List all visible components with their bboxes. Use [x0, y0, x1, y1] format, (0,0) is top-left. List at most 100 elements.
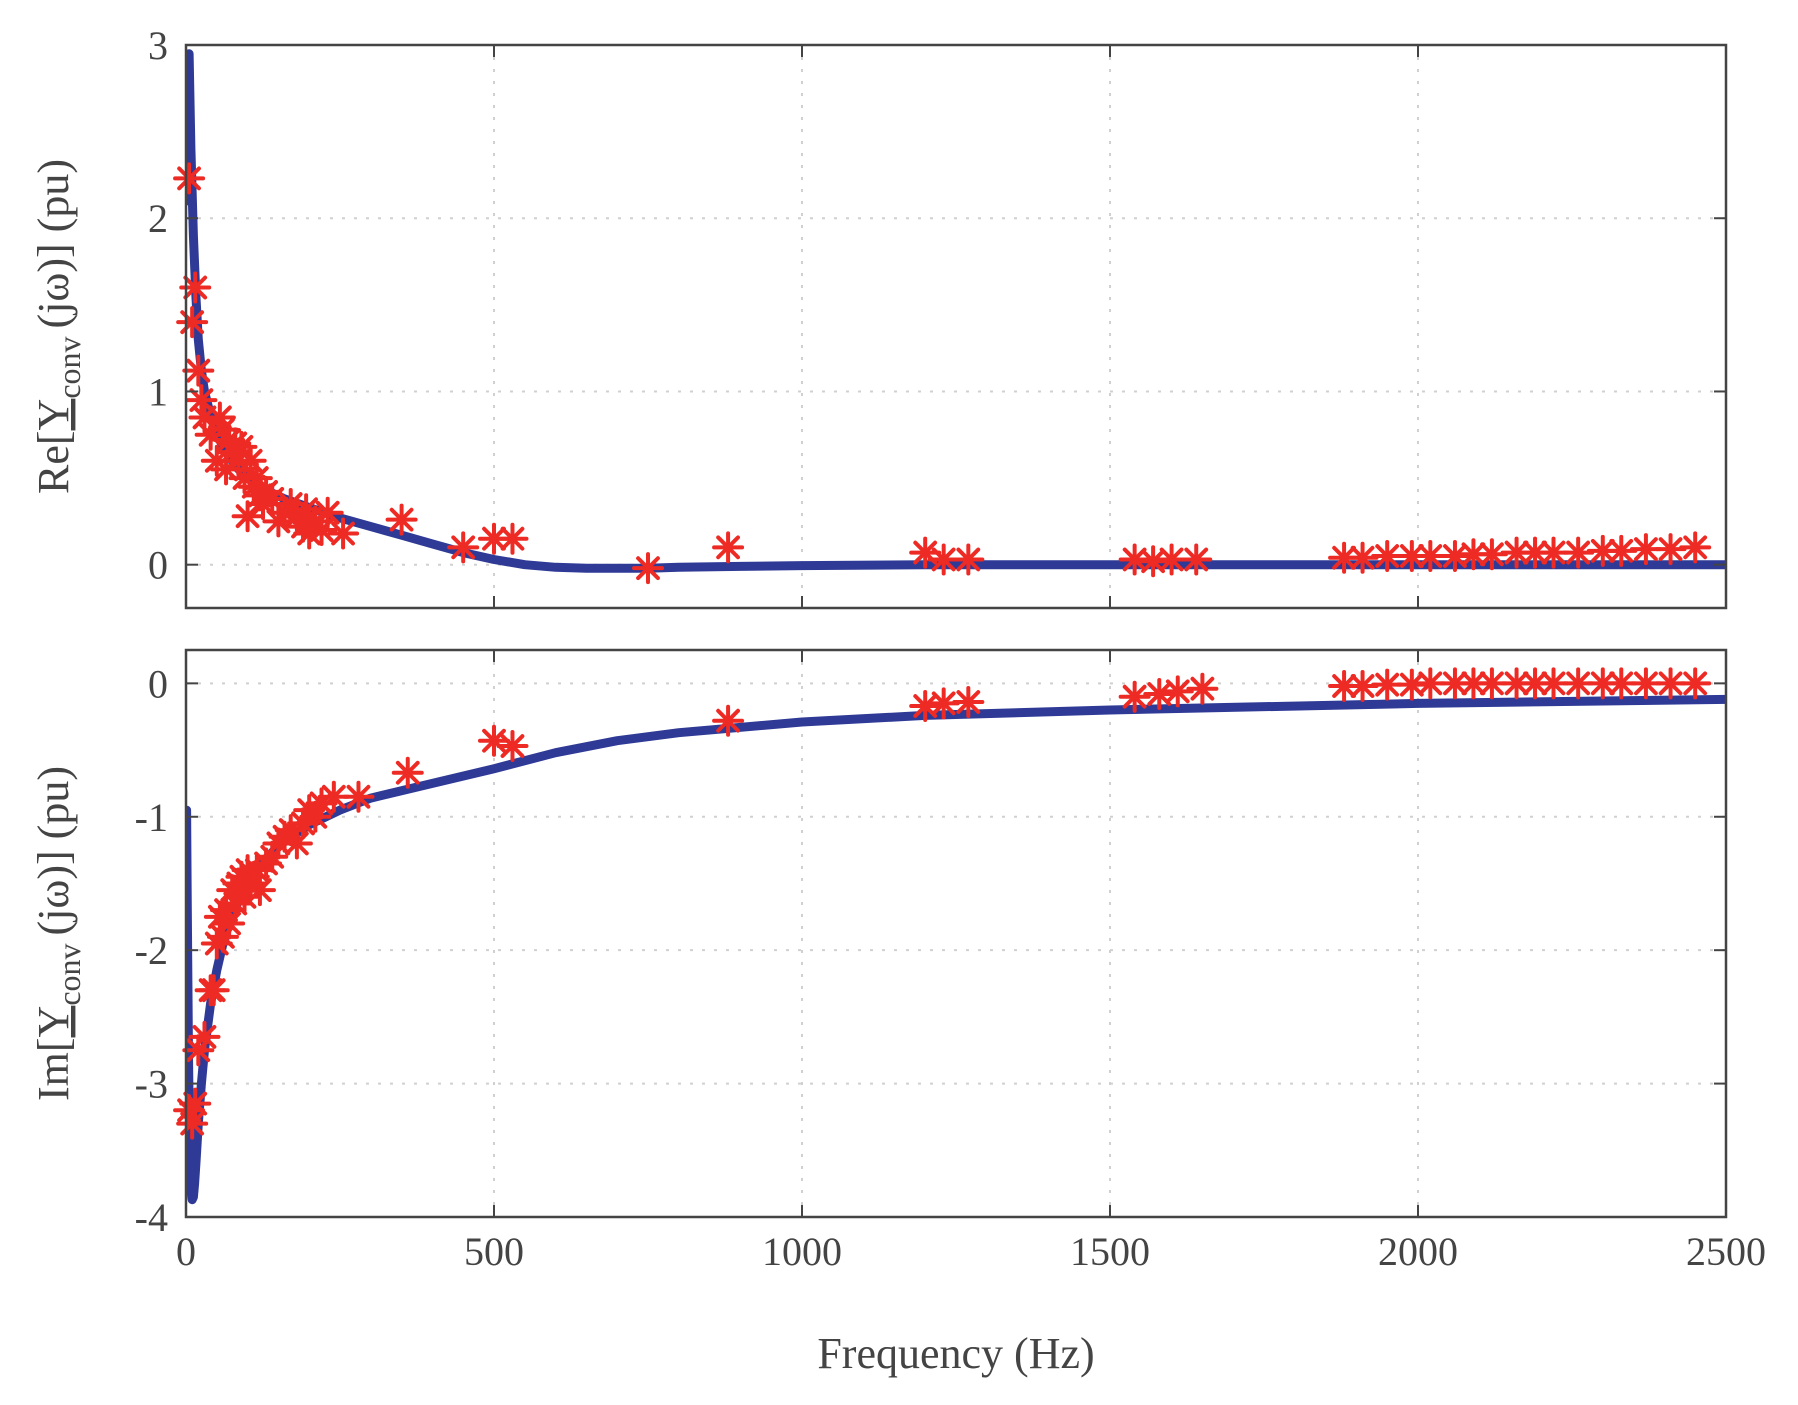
scatter-layer: [173, 162, 1712, 585]
data-point: [385, 503, 418, 536]
data-point: [1346, 541, 1379, 574]
data-point: [1180, 543, 1213, 576]
marker-stroke: [913, 540, 938, 565]
data-point: [280, 827, 313, 860]
marker-stroke: [931, 547, 956, 572]
marker-stroke: [229, 434, 254, 459]
data-point: [176, 1107, 209, 1140]
marker-stroke: [931, 691, 956, 716]
marker-stroke: [1541, 540, 1566, 565]
marker-stroke: [321, 784, 346, 809]
data-point: [1137, 545, 1170, 578]
data-point: [952, 543, 985, 576]
marker-stroke: [395, 760, 420, 785]
marker-stroke: [346, 784, 371, 809]
marker-stroke: [1165, 679, 1190, 704]
y-tick-label: 0: [148, 661, 168, 706]
marker-stroke: [183, 1091, 208, 1116]
axes-frame: [184, 43, 1728, 610]
marker-stroke: [1609, 538, 1634, 563]
marker-stroke: [1350, 674, 1375, 698]
series-line-model: [186, 49, 1726, 573]
marker-stroke: [1480, 542, 1504, 567]
data-point: [311, 496, 344, 529]
marker-stroke: [1350, 545, 1375, 570]
data-point: [1475, 538, 1508, 571]
data-point: [1346, 670, 1379, 703]
marker-stroke: [1443, 544, 1467, 568]
panel-imag-part: 0 500 1000 1500 2000 2500 -4 -3 -2 -1 0 Im[Yconv(j…: [29, 648, 1766, 1378]
panel-real-part: 0 1 2 3 Re[Yconv(jω)] (pu): [29, 23, 1728, 610]
marker-stroke: [1683, 671, 1708, 696]
data-point: [1654, 533, 1687, 566]
data-point: [391, 756, 424, 789]
data-point: [231, 500, 264, 533]
data-point: [1143, 678, 1176, 711]
data-point: [1475, 667, 1508, 700]
data-point: [1679, 531, 1712, 564]
marker-stroke: [248, 878, 272, 903]
data-point: [1586, 534, 1619, 567]
data-point: [179, 271, 212, 304]
axes-box: [184, 43, 1728, 610]
marker-stroke: [1443, 671, 1467, 696]
marker-stroke: [1658, 537, 1683, 562]
axes-box: [184, 648, 1728, 1219]
data-point: [1629, 533, 1662, 566]
data-point: [1500, 667, 1533, 700]
data-point: [909, 690, 942, 723]
marker-stroke: [1683, 535, 1708, 560]
data-point: [213, 907, 246, 940]
x-tick-label: 2000: [1378, 1229, 1458, 1274]
data-point: [1654, 667, 1687, 700]
y-tick-label: 2: [148, 196, 168, 241]
data-point: [1186, 672, 1219, 705]
y-tick-label: -4: [135, 1195, 168, 1240]
marker-stroke: [183, 275, 208, 300]
marker-stroke: [1523, 671, 1547, 696]
marker-stroke: [1332, 545, 1356, 570]
marker-stroke: [636, 556, 660, 581]
data-point: [712, 531, 745, 564]
marker-stroke: [1122, 684, 1147, 709]
axes-frame: [184, 648, 1728, 1219]
marker-stroke: [500, 526, 525, 551]
x-tick-label: 2500: [1686, 1229, 1766, 1274]
data-point: [1118, 680, 1151, 713]
marker-stroke: [1159, 547, 1184, 572]
data-point: [447, 531, 480, 564]
data-point: [342, 780, 375, 813]
marker-stroke: [201, 978, 226, 1003]
marker-stroke: [1141, 549, 1166, 574]
marker-stroke: [1480, 671, 1504, 696]
data-point: [197, 974, 230, 1007]
marker-stroke: [913, 694, 938, 718]
marker-stroke: [1590, 671, 1615, 696]
marker-stroke: [207, 405, 232, 430]
y-tick-label: -2: [135, 928, 168, 973]
data-point: [496, 730, 529, 763]
marker-stroke: [389, 507, 414, 532]
marker-stroke: [238, 448, 263, 473]
marker-stroke: [1634, 537, 1658, 562]
marker-stroke: [294, 497, 319, 522]
y-tick-label: 3: [148, 23, 168, 68]
marker-stroke: [315, 500, 340, 525]
marker-stroke: [1504, 540, 1529, 565]
data-point: [1438, 667, 1471, 700]
marker-stroke: [235, 504, 260, 529]
data-point: [1562, 536, 1595, 569]
data-point: [176, 306, 209, 339]
marker-stroke: [1609, 671, 1634, 696]
y-axis-label: Im[Yconv(jω)] (pu): [29, 766, 87, 1101]
marker-stroke: [1399, 672, 1424, 697]
marker-stroke: [186, 358, 211, 383]
marker-stroke: [278, 492, 303, 516]
x-tick-label: 500: [464, 1229, 524, 1274]
data-point: [712, 704, 745, 737]
data-point: [632, 552, 664, 585]
marker-stroke: [1590, 538, 1615, 563]
marker-stroke: [716, 535, 740, 560]
marker-stroke: [1523, 540, 1547, 565]
marker-stroke: [1399, 544, 1424, 568]
